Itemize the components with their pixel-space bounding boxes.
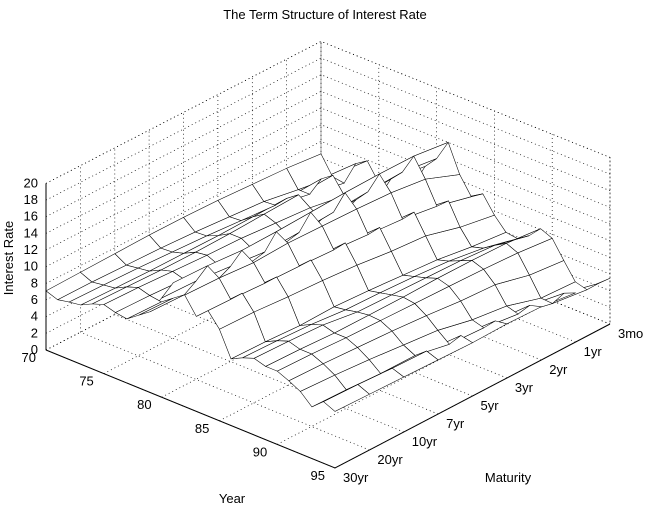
z-tick-label: 0: [31, 342, 38, 357]
front-axes: [45, 323, 611, 469]
z-tick-label: 2: [31, 325, 38, 340]
maturity-tick-label: 3mo: [618, 326, 643, 341]
z-tick-label: 14: [24, 225, 38, 240]
year-tick-label: 80: [137, 397, 151, 412]
year-gridline: [103, 64, 380, 374]
maturity-tick-label: 1yr: [584, 344, 603, 359]
maturity-tick-label: 5yr: [481, 398, 500, 413]
maturity-tick-label: 7yr: [446, 416, 465, 431]
year-tick-label: 70: [22, 350, 36, 365]
z-axis-label: Interest Rate: [1, 221, 16, 295]
y-axis-label: Maturity: [485, 470, 532, 485]
z-tick-label: 4: [31, 309, 38, 324]
maturity-tick-label: 20yr: [377, 452, 403, 467]
maturity-tick-label: 3yr: [515, 380, 534, 395]
year-tick-label: 95: [311, 468, 325, 483]
z-tick-label: 8: [31, 275, 38, 290]
year-gridline: [45, 41, 322, 351]
axes-grid: [45, 41, 611, 469]
z-tick-label: 12: [24, 242, 38, 257]
maturity-tick-label: 30yr: [343, 470, 369, 485]
year-tick-label: 85: [195, 421, 209, 436]
z-tick-label: 16: [24, 209, 38, 224]
chart-title: The Term Structure of Interest Rate: [223, 7, 427, 22]
maturity-tick-label: 2yr: [549, 362, 568, 377]
z-tick-label: 20: [24, 175, 38, 190]
surface-patch: [45, 271, 93, 301]
x-axis-label: Year: [219, 491, 246, 506]
z-tick-label: 10: [24, 259, 38, 274]
z-tick-label: 18: [24, 192, 38, 207]
z-tick-label: 6: [31, 292, 38, 307]
year-tick-label: 90: [253, 444, 267, 459]
surface-mesh: [45, 141, 611, 412]
year-tick-label: 75: [79, 374, 93, 389]
z-gridline: [45, 41, 611, 184]
maturity-gridline: [80, 165, 370, 451]
maturity-tick-label: 10yr: [412, 434, 438, 449]
year-gridline: [161, 87, 437, 398]
